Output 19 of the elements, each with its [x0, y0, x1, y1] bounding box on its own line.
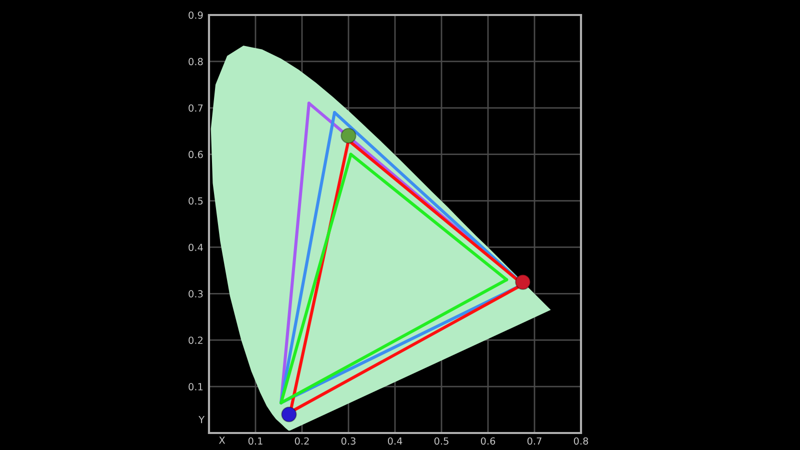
y-tick-label: 0.1 [188, 383, 203, 390]
y-tick-label: 0.3 [188, 290, 203, 298]
y-tick-label: 0.6 [188, 150, 203, 158]
y-tick-label: 0.2 [188, 336, 202, 344]
x-tick-label: 0.6 [480, 437, 496, 445]
x-axis-title: X [218, 436, 226, 444]
x-tick-label: 0.8 [574, 437, 588, 445]
y-axis-title: Y [198, 416, 205, 424]
y-tick-label: 0.5 [188, 197, 203, 205]
x-tick-label: 0.5 [434, 437, 448, 445]
x-tick-label: 0.1 [248, 437, 262, 445]
y-tick-label: 0.7 [188, 104, 203, 112]
y-tick-label: 0.9 [188, 11, 203, 19]
x-tick-label: 0.4 [388, 437, 402, 445]
y-tick-label: 0.4 [188, 244, 203, 252]
y-tick-label: 0.8 [188, 58, 203, 66]
x-tick-label: 0.2 [294, 437, 309, 445]
x-tick-label: 0.7 [527, 437, 542, 445]
x-tick-label: 0.3 [341, 437, 356, 445]
